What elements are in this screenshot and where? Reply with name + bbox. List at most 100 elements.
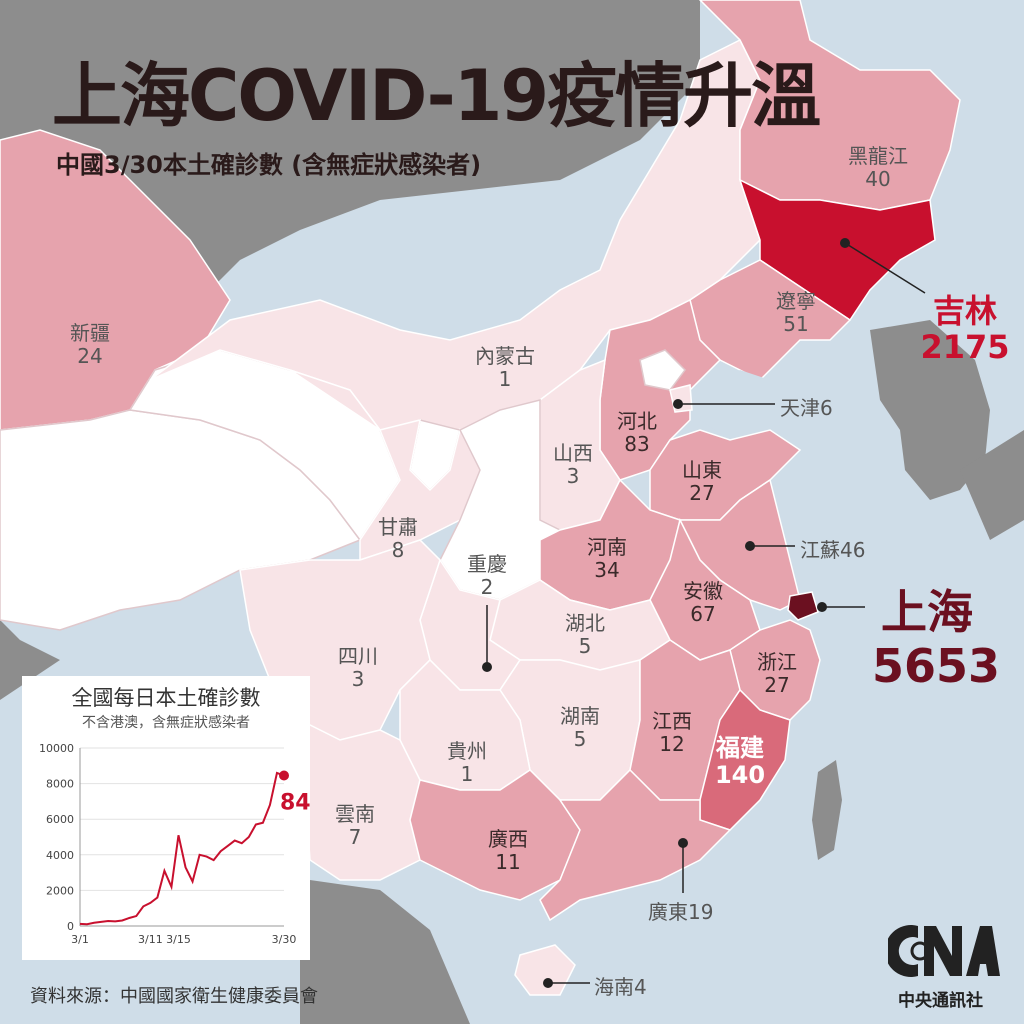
bohai-sea bbox=[700, 370, 780, 440]
label-sichuan: 四川 3 bbox=[338, 645, 378, 691]
label-sichuan-name: 四川 bbox=[338, 644, 378, 668]
label-anhui-value: 67 bbox=[690, 602, 716, 626]
label-hubei-name: 湖北 bbox=[565, 611, 605, 635]
label-guizhou-value: 1 bbox=[460, 762, 474, 786]
label-chongqing-value: 2 bbox=[480, 575, 494, 599]
callout-jilin-value: 2175 bbox=[920, 328, 1010, 366]
source-note: 資料來源：中國國家衛生健康委員會 bbox=[30, 986, 318, 1007]
callout-shanghai-name: 上海 bbox=[881, 585, 973, 639]
region-beijing bbox=[639, 349, 686, 391]
chart-y-tick-label: 2000 bbox=[46, 884, 74, 897]
cna-logo-icon bbox=[888, 925, 1000, 977]
label-guangxi-name: 廣西 bbox=[488, 827, 528, 851]
label-hunan-name: 湖南 bbox=[560, 704, 600, 728]
label-anhui-name: 安徽 bbox=[683, 579, 723, 603]
chart-x-tick-label: 3/15 bbox=[166, 933, 191, 946]
label-shandong-value: 27 bbox=[689, 481, 715, 505]
label-henan: 河南 34 bbox=[587, 536, 627, 582]
callout-tianjin: 天津6 bbox=[780, 396, 833, 420]
label-xinjiang-value: 24 bbox=[77, 344, 103, 368]
label-zhejiang-value: 27 bbox=[764, 673, 790, 697]
label-hubei-value: 5 bbox=[578, 634, 592, 658]
page-title: 上海COVID-19疫情升溫 bbox=[52, 55, 821, 137]
chart-latest-label: 8454 bbox=[280, 791, 310, 816]
daily-cases-chart: 全國每日本土確診數 不含港澳，含無症狀感染者 0 2000 4000 6000 8000… bbox=[22, 676, 310, 960]
label-chongqing-name: 重慶 bbox=[467, 552, 507, 576]
chart-y-tick-label: 8000 bbox=[46, 778, 74, 791]
label-liaoning-value: 51 bbox=[783, 312, 809, 336]
label-yunnan-name: 雲南 bbox=[335, 802, 375, 826]
callout-shanghai-value: 5653 bbox=[872, 639, 1001, 693]
label-fujian-value: 140 bbox=[714, 761, 766, 789]
label-henan-name: 河南 bbox=[587, 535, 627, 559]
label-xinjiang-name: 新疆 bbox=[70, 321, 110, 345]
label-hubei: 湖北 5 bbox=[565, 612, 605, 658]
label-heilongjiang-name: 黑龍江 bbox=[848, 144, 908, 168]
label-hebei: 河北 83 bbox=[617, 410, 657, 456]
chart-y-tick-label: 10000 bbox=[39, 742, 74, 755]
publisher-name: 中央通訊社 bbox=[898, 991, 983, 1011]
label-gansu: 甘肅 8 bbox=[378, 516, 418, 562]
chart-plot: 0 2000 4000 6000 8000 10000 3/1 3/113/15 3/30 845… bbox=[39, 742, 310, 946]
label-yunnan: 雲南 7 bbox=[335, 803, 375, 849]
label-hebei-value: 83 bbox=[624, 432, 650, 456]
region-yunnan bbox=[299, 718, 421, 881]
chart-x-tick-label: 3/11 bbox=[138, 933, 163, 946]
callout-hainan: 海南4 bbox=[594, 975, 647, 999]
label-neimenggu-name: 內蒙古 bbox=[475, 344, 535, 368]
chart-x-tick-label: 3/1 bbox=[71, 933, 89, 946]
chart-title: 全國每日本土確診數 bbox=[71, 686, 261, 710]
label-xinjiang: 新疆 24 bbox=[70, 322, 110, 368]
label-yunnan-value: 7 bbox=[348, 825, 362, 849]
label-heilongjiang: 黑龍江 40 bbox=[848, 145, 908, 191]
label-heilongjiang-value: 40 bbox=[865, 167, 891, 191]
label-fujian-name: 福建 bbox=[715, 734, 764, 762]
callout-shanghai: 上海 5653 bbox=[872, 585, 1001, 693]
region-guangdong bbox=[539, 768, 732, 922]
label-henan-value: 34 bbox=[594, 558, 620, 582]
label-hunan: 湖南 5 bbox=[560, 705, 600, 751]
callout-jilin-name: 吉林 bbox=[932, 292, 997, 330]
label-jiangxi-name: 江西 bbox=[652, 709, 692, 733]
label-guangxi-value: 11 bbox=[495, 850, 521, 874]
label-fujian: 福建 140 bbox=[715, 735, 765, 789]
label-neimenggu: 內蒙古 1 bbox=[475, 345, 535, 391]
label-neimenggu-value: 1 bbox=[498, 367, 512, 391]
callout-jilin: 吉林 2175 bbox=[920, 293, 1010, 365]
label-guangxi: 廣西 11 bbox=[488, 828, 528, 874]
callout-lines bbox=[486, 242, 926, 984]
callout-guangdong: 廣東19 bbox=[648, 900, 714, 924]
label-shanxi: 山西 3 bbox=[553, 442, 593, 488]
chart-latest-point bbox=[279, 770, 289, 781]
label-jiangxi: 江西 12 bbox=[652, 710, 692, 756]
label-sichuan-value: 3 bbox=[351, 667, 365, 691]
label-anhui: 安徽 67 bbox=[683, 580, 723, 626]
label-gansu-value: 8 bbox=[391, 538, 405, 562]
callout-jiangsu: 江蘇46 bbox=[800, 538, 866, 562]
page-subtitle: 中國3/30本土確診數 (含無症狀感染者) bbox=[56, 151, 482, 179]
foreign-land-south bbox=[0, 620, 470, 1024]
label-zhejiang-name: 浙江 bbox=[757, 650, 797, 674]
foreign-land-japan bbox=[960, 430, 1024, 540]
chart-y-tick-label: 0 bbox=[67, 920, 74, 933]
label-shanxi-value: 3 bbox=[566, 464, 580, 488]
chart-series-line bbox=[79, 771, 285, 926]
label-guizhou: 貴州 1 bbox=[447, 740, 487, 786]
region-shanghai bbox=[787, 591, 819, 621]
callout-dots bbox=[482, 238, 850, 988]
label-jiangxi-value: 12 bbox=[659, 732, 685, 756]
taiwan bbox=[812, 760, 842, 860]
label-shanxi-name: 山西 bbox=[553, 441, 593, 465]
label-zhejiang: 浙江 27 bbox=[757, 651, 797, 697]
label-liaoning-name: 遼寧 bbox=[776, 289, 816, 313]
chart-x-tick-label: 3/30 bbox=[272, 933, 297, 946]
label-guizhou-name: 貴州 bbox=[447, 739, 487, 763]
label-hebei-name: 河北 bbox=[617, 409, 657, 433]
label-hunan-value: 5 bbox=[573, 727, 587, 751]
foreign-land-korea bbox=[870, 320, 990, 500]
chart-subtitle: 不含港澳，含無症狀感染者 bbox=[82, 715, 250, 731]
label-liaoning: 遼寧 51 bbox=[776, 290, 816, 336]
chart-y-tick-label: 6000 bbox=[46, 813, 74, 826]
